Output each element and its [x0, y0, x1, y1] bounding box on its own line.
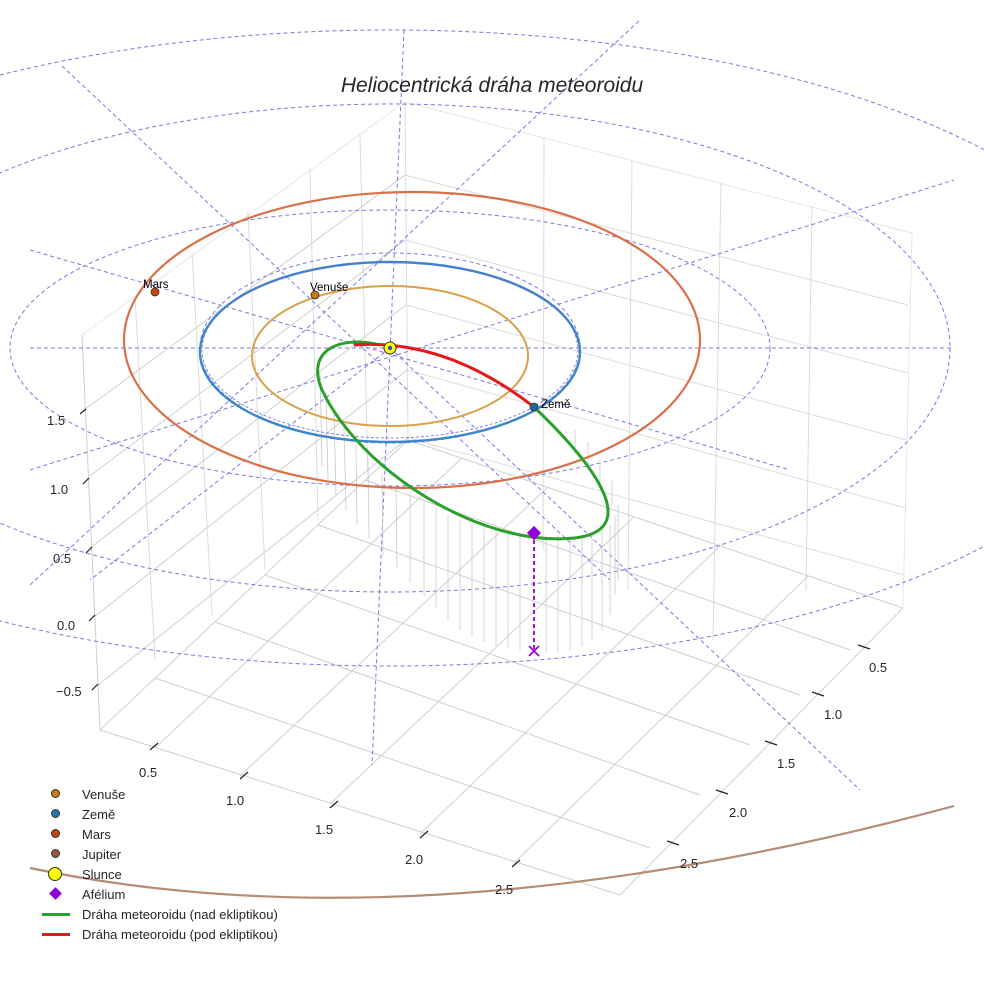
diamond-icon	[49, 887, 62, 900]
mars-marker[interactable]	[150, 287, 160, 297]
legend-label: Jupiter	[82, 846, 122, 862]
legend: Venuše Země Mars Jupiter Slunce Afélium …	[38, 784, 278, 944]
legend-item-jupiter[interactable]: Jupiter	[38, 844, 278, 864]
mars-label: Mars	[143, 279, 169, 291]
sun-marker-core	[387, 345, 393, 351]
y-tick: 1.5	[777, 756, 796, 771]
y-tick: 1.0	[824, 707, 843, 722]
legend-item-aphelion[interactable]: Afélium	[38, 884, 278, 904]
x-tick: 2.0	[405, 852, 424, 867]
legend-label: Afélium	[82, 886, 126, 902]
green-line-icon	[42, 913, 70, 916]
meteoroid-drop-lines	[319, 371, 619, 652]
venus-marker[interactable]	[310, 290, 320, 300]
meteoroid-orbit-above	[316, 340, 610, 541]
x-tick: 2.5	[495, 882, 514, 897]
earth-orbit-dashed	[201, 261, 579, 439]
chart-title: Heliocentrická dráha meteoroidu	[340, 74, 644, 97]
red-line-icon	[42, 933, 70, 936]
legend-item-orbit-below[interactable]: Dráha meteoroidu (pod ekliptikou)	[38, 924, 278, 944]
ecliptic-reference-grid	[0, 19, 984, 791]
aphelion-marker[interactable]	[526, 525, 542, 541]
venus-dot-icon	[51, 789, 60, 798]
venus-orbit	[251, 285, 529, 427]
sun-circle-icon	[48, 867, 62, 881]
z-tick: 0.0	[57, 618, 76, 633]
earth-dot-icon	[51, 809, 60, 818]
legend-item-venus[interactable]: Venuše	[38, 784, 278, 804]
legend-label: Země	[82, 806, 116, 822]
legend-item-earth[interactable]: Země	[38, 804, 278, 824]
legend-label: Dráha meteoroidu (nad ekliptikou)	[82, 906, 278, 922]
legend-item-orbit-above[interactable]: Dráha meteoroidu (nad ekliptikou)	[38, 904, 278, 924]
meteoroid-orbit-below	[353, 342, 535, 409]
y-tick: 0.5	[869, 660, 888, 675]
venus-label: Venuše	[310, 282, 349, 294]
earth-label: Země	[541, 399, 571, 411]
z-tick: −0.5	[56, 684, 82, 699]
x-tick: 1.5	[315, 822, 334, 837]
legend-label: Slunce	[82, 866, 122, 882]
legend-item-mars[interactable]: Mars	[38, 824, 278, 844]
legend-label: Venuše	[82, 786, 126, 802]
earth-marker[interactable]	[529, 402, 539, 412]
legend-item-sun[interactable]: Slunce	[38, 864, 278, 884]
x-tick: 1.0	[226, 793, 245, 808]
axis-box-grid	[79, 101, 913, 896]
z-tick: 1.0	[50, 482, 69, 497]
jupiter-dot-icon	[51, 849, 60, 858]
mars-dot-icon	[51, 829, 60, 838]
y-tick: 2.5	[680, 856, 699, 871]
aphelion-projection-marker	[528, 645, 540, 657]
z-tick: 1.5	[47, 413, 66, 428]
legend-label: Dráha meteoroidu (pod ekliptikou)	[82, 926, 278, 942]
z-tick: 0.5	[53, 551, 72, 566]
legend-label: Mars	[82, 826, 111, 842]
y-tick: 2.0	[729, 805, 748, 820]
x-tick: 0.5	[139, 765, 158, 780]
jupiter-orbit	[29, 804, 955, 899]
